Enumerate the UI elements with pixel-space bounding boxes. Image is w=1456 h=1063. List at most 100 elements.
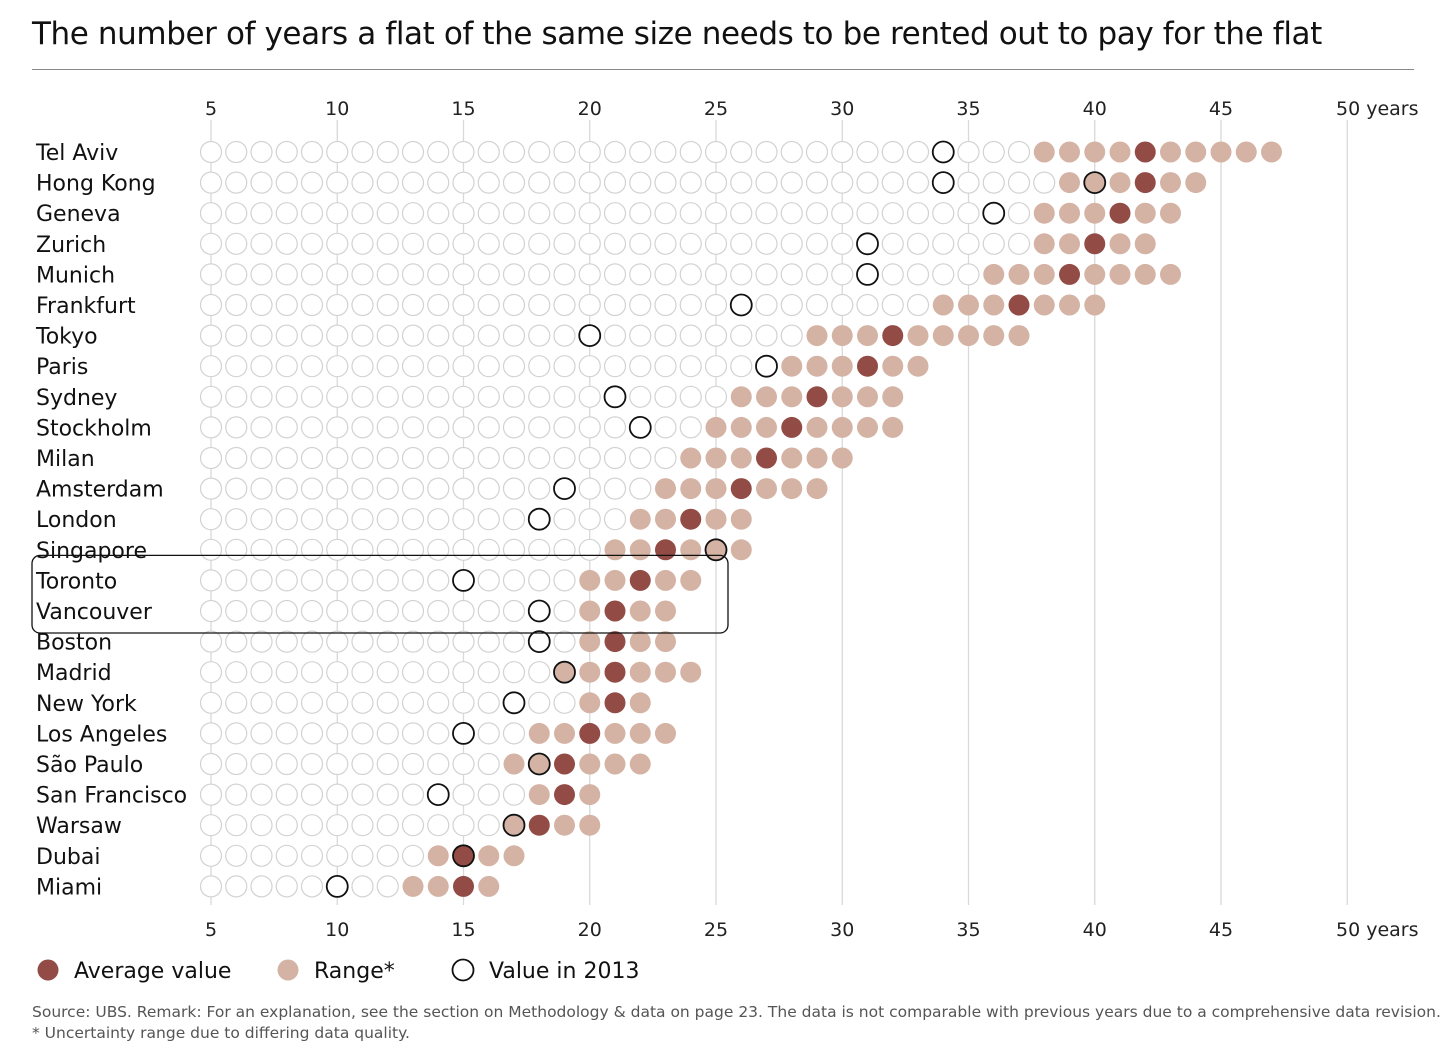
empty-dot	[326, 385, 349, 408]
range-dot	[781, 386, 803, 408]
highlight-box	[31, 554, 729, 634]
range-dot	[857, 325, 878, 347]
empty-dot	[780, 171, 803, 194]
range-dot-value-2013	[1083, 171, 1107, 195]
empty-dot	[250, 293, 273, 317]
average-dot	[1134, 172, 1156, 194]
range-dot	[680, 478, 702, 500]
empty-dot	[401, 446, 425, 470]
empty-dot	[881, 202, 904, 225]
range-dot	[1059, 172, 1080, 194]
empty-dot	[326, 446, 349, 470]
empty-dot	[578, 477, 601, 500]
empty-dot	[326, 202, 349, 225]
empty-dot	[679, 263, 702, 286]
empty-dot	[275, 355, 298, 378]
range-dot	[1084, 263, 1106, 285]
empty-dot	[528, 385, 551, 408]
empty-dot	[401, 508, 425, 531]
empty-dot	[401, 385, 425, 408]
empty-dot	[805, 171, 829, 194]
empty-dot	[502, 538, 526, 561]
city-label: Paris	[36, 355, 88, 380]
empty-dot	[326, 416, 349, 439]
empty-dot	[275, 538, 298, 561]
x-tick-label-bottom: 40	[1083, 919, 1107, 941]
average-dot	[756, 447, 777, 469]
empty-dot	[957, 140, 980, 164]
range-dot	[1033, 263, 1055, 285]
range-dot	[806, 355, 828, 377]
empty-dot	[401, 202, 425, 225]
empty-dot	[805, 140, 829, 164]
empty-dot	[376, 355, 399, 378]
empty-dot	[376, 416, 399, 439]
empty-dot	[654, 385, 677, 408]
empty-dot	[502, 324, 526, 347]
empty-dot	[199, 232, 223, 255]
empty-dot	[427, 171, 450, 194]
empty-dot	[629, 355, 652, 378]
empty-dot	[502, 722, 526, 745]
empty-dot	[401, 783, 425, 806]
empty-dot	[730, 171, 753, 194]
empty-dot	[351, 324, 374, 347]
empty-dot	[275, 140, 298, 164]
empty-dot	[401, 569, 425, 592]
empty-dot	[275, 722, 298, 745]
range-dot	[1160, 202, 1181, 224]
empty-dot	[881, 263, 904, 286]
empty-dot	[427, 630, 450, 653]
empty-dot	[603, 232, 627, 255]
empty-dot	[300, 783, 324, 806]
empty-dot	[452, 355, 475, 378]
empty-dot	[906, 232, 930, 255]
empty-dot	[199, 752, 223, 776]
range-dot	[806, 478, 828, 500]
empty-dot	[957, 232, 980, 255]
empty-dot	[225, 140, 248, 164]
legend-2013-marker	[451, 958, 475, 982]
average-dot	[604, 692, 626, 714]
empty-dot	[225, 416, 248, 439]
empty-dot	[603, 140, 627, 164]
value-2013-dot	[527, 630, 551, 653]
value-2013-dot	[578, 324, 602, 348]
empty-dot	[351, 630, 374, 653]
empty-dot	[427, 355, 450, 378]
range-dot	[1134, 233, 1156, 255]
range-dot	[983, 263, 1005, 285]
empty-dot	[881, 171, 904, 194]
range-dot	[478, 875, 500, 897]
empty-dot	[629, 171, 652, 194]
empty-dot	[452, 324, 475, 347]
empty-dot	[275, 630, 298, 653]
range-dot	[983, 294, 1005, 316]
city-label: New York	[36, 692, 137, 717]
city-label: Miami	[36, 875, 102, 900]
average-dot	[730, 478, 752, 500]
empty-dot	[856, 202, 879, 225]
empty-dot	[351, 140, 374, 164]
empty-dot	[326, 324, 349, 347]
range-dot	[579, 569, 601, 591]
empty-dot	[982, 232, 1005, 255]
city-label: Dubai	[36, 845, 100, 870]
range-dot	[554, 722, 575, 744]
empty-dot	[780, 263, 803, 286]
empty-dot	[376, 661, 399, 684]
range-dot	[629, 692, 651, 714]
average-dot	[604, 600, 626, 622]
empty-dot	[199, 630, 223, 653]
range-dot	[1261, 141, 1282, 163]
empty-dot	[528, 569, 551, 592]
empty-dot	[603, 477, 627, 500]
city-label: San Francisco	[36, 784, 187, 809]
empty-dot	[376, 814, 399, 837]
legend-range-marker	[277, 959, 299, 981]
empty-dot	[502, 783, 526, 806]
empty-dot	[401, 263, 425, 286]
empty-dot	[225, 385, 248, 408]
empty-dot	[275, 875, 298, 898]
empty-dot	[528, 263, 551, 286]
